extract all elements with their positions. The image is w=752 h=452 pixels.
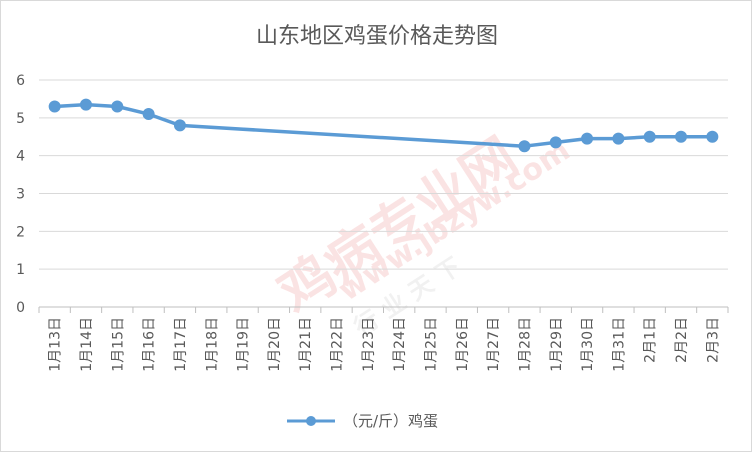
x-tick-label: 1月23日 bbox=[361, 317, 377, 372]
data-point bbox=[79, 98, 92, 111]
data-point bbox=[142, 108, 155, 121]
x-tick-label: 1月31日 bbox=[611, 317, 627, 372]
watermark: 鸡病专业网 www.jbzyw.com 行 业 天 下 bbox=[268, 126, 577, 343]
x-tick-label: 2月3日 bbox=[705, 317, 721, 363]
legend-marker bbox=[306, 416, 316, 426]
x-tick-label: 2月1日 bbox=[643, 317, 659, 363]
x-tick-label: 2月2日 bbox=[674, 317, 690, 363]
y-axis: 0 1 2 3 4 5 6 bbox=[16, 73, 25, 316]
y-tick-label: 4 bbox=[16, 149, 25, 165]
x-tick-label: 1月19日 bbox=[236, 317, 252, 372]
x-tick-label: 1月25日 bbox=[423, 317, 439, 372]
x-tick-label: 1月30日 bbox=[580, 317, 596, 372]
x-tick-label: 1月26日 bbox=[455, 317, 471, 372]
y-tick-label: 0 bbox=[16, 300, 25, 316]
chart-title: 山东地区鸡蛋价格走势图 bbox=[256, 24, 498, 49]
x-tick-label: 1月16日 bbox=[142, 317, 158, 372]
x-tick-label: 1月22日 bbox=[330, 317, 346, 372]
data-point bbox=[173, 119, 186, 132]
x-tick-label: 1月18日 bbox=[204, 317, 220, 372]
y-tick-label: 1 bbox=[16, 262, 25, 278]
x-tick-label: 1月13日 bbox=[48, 317, 64, 372]
data-point bbox=[612, 132, 625, 145]
x-tick-label: 1月29日 bbox=[549, 317, 565, 372]
x-tick-label: 1月27日 bbox=[486, 317, 502, 372]
series-layer bbox=[48, 98, 719, 153]
x-tick-label: 1月14日 bbox=[79, 317, 95, 372]
legend-label: （元/斤）鸡蛋 bbox=[343, 412, 438, 430]
data-point bbox=[549, 136, 562, 149]
y-tick-label: 5 bbox=[16, 111, 25, 127]
y-tick-label: 3 bbox=[16, 187, 25, 203]
data-point bbox=[48, 100, 61, 113]
x-tick-label: 1月20日 bbox=[267, 317, 283, 372]
x-tick-label: 1月21日 bbox=[298, 317, 314, 372]
x-tick-label: 1月15日 bbox=[110, 317, 126, 372]
data-point bbox=[581, 132, 594, 145]
x-tick-label: 1月17日 bbox=[173, 317, 189, 372]
data-point bbox=[643, 130, 656, 143]
data-point bbox=[706, 130, 719, 143]
legend: （元/斤）鸡蛋 bbox=[287, 412, 438, 430]
x-tick-label: 1月28日 bbox=[517, 317, 533, 372]
x-tick-label: 1月24日 bbox=[392, 317, 408, 372]
data-point bbox=[518, 140, 531, 153]
x-axis: 1月13日 1月14日 1月15日 1月16日 1月17日 1月18日 1月19日 1月20日… bbox=[38, 306, 729, 372]
y-tick-label: 2 bbox=[16, 224, 25, 240]
data-point bbox=[111, 100, 124, 113]
data-point bbox=[675, 130, 688, 143]
y-tick-label: 6 bbox=[16, 73, 25, 89]
